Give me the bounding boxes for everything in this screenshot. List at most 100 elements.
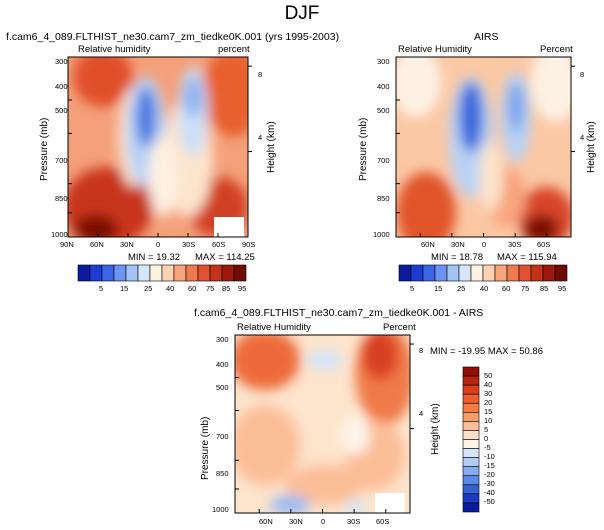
colorbar-swatch (462, 421, 480, 431)
colorbar-swatch (462, 457, 480, 467)
panel3-colorbar-label: 50 (484, 371, 493, 380)
panel2-htick-label: 4 (580, 133, 585, 142)
colorbar-swatch (462, 412, 480, 422)
panel3-ytick-label: 850 (216, 469, 229, 478)
panel2-colorbar (398, 264, 568, 282)
panel2-colorbar-label: 60 (502, 284, 511, 293)
colorbar-swatch (482, 264, 496, 282)
panel3-right-string: Percent (383, 322, 416, 333)
colorbar-swatch (458, 264, 472, 282)
panel1-left-string: Relative humidity (78, 44, 151, 55)
panel2-max-label: MAX = 115.94 (497, 252, 557, 263)
colorbar-swatch (185, 264, 199, 282)
panel3-xtick-label: 30S (347, 517, 361, 526)
panel1-xtick-label: 60S (212, 240, 226, 249)
panel1-xtick-label: 30S (182, 240, 196, 249)
colorbar-swatch (113, 264, 127, 282)
colorbar-swatch (233, 264, 247, 282)
panel1-ylabel-right: Height (km) (266, 121, 277, 173)
colorbar-swatch (462, 430, 480, 440)
panel2-ylabel: Pressure (mb) (358, 117, 369, 181)
colorbar-swatch (161, 264, 175, 282)
panel2-colorbar-label: 5 (410, 284, 415, 293)
panel1-ytick-label: 400 (55, 82, 68, 91)
panel3-ylabel-right: Height (km) (430, 403, 441, 455)
colorbar-swatch (173, 264, 187, 282)
panel1-ytick-label: 700 (55, 156, 68, 165)
colorbar-swatch (494, 264, 508, 282)
panel3-htick-label: 8 (419, 346, 424, 355)
panel1-colorbar-label: 85 (222, 284, 231, 293)
panel2-ytick-label: 400 (377, 82, 390, 91)
colorbar-swatch (446, 264, 460, 282)
panel3-plot (234, 334, 414, 514)
panel2-colorbar-label: 75 (521, 284, 530, 293)
panel1-colorbar-label: 60 (188, 284, 197, 293)
panel1-ytick-label: 1000 (51, 230, 68, 239)
panel1-max-label: MAX = 114.25 (195, 252, 255, 263)
panel3-colorbar-label: 10 (484, 416, 493, 425)
panel2-ytick-label: 300 (377, 57, 390, 66)
colorbar-swatch (530, 264, 544, 282)
panel3-ytick-label: 500 (216, 383, 229, 392)
colorbar-swatch (137, 264, 151, 282)
panel2-colorbar-label: 25 (457, 284, 466, 293)
panel2-xtick-label: 60S (537, 240, 551, 249)
panel1-xtick-label: 90N (60, 240, 74, 249)
panel3-xtick-label: 30N (289, 517, 303, 526)
panel1-right-string: percent (218, 44, 250, 55)
colorbar-swatch (462, 375, 480, 386)
colorbar-swatch (462, 466, 480, 477)
panel2-colorbar-label: 40 (480, 284, 489, 293)
colorbar-swatch (398, 264, 412, 282)
colorbar-swatch (462, 448, 480, 458)
panel2-htick-label: 8 (580, 70, 585, 79)
colorbar-swatch (422, 264, 436, 282)
panel3-colorbar-label: -15 (484, 461, 495, 470)
panel3-colorbar-label: -40 (484, 488, 495, 497)
colorbar-swatch (462, 439, 480, 449)
colorbar-swatch (197, 264, 211, 282)
colorbar-swatch (149, 264, 163, 282)
panel2-ytick-label: 500 (377, 106, 390, 115)
panel3-colorbar-label: -20 (484, 470, 495, 479)
colorbar-swatch (462, 366, 480, 377)
colorbar-swatch (221, 264, 235, 282)
panel3-title: f.cam6_4_089.FLTHIST_ne30.cam7_zm_tiedke… (194, 307, 484, 319)
panel3-colorbar-label: -30 (484, 479, 495, 488)
panel1-ytick-label: 300 (55, 57, 68, 66)
colorbar-swatch (462, 393, 480, 404)
colorbar-swatch (542, 264, 556, 282)
colorbar-swatch (462, 475, 480, 486)
panel3-colorbar-label: 20 (484, 398, 493, 407)
panel3-ylabel: Pressure (mb) (200, 416, 211, 480)
panel2-ytick-label: 700 (377, 156, 390, 165)
panel1-colorbar-label: 25 (144, 284, 153, 293)
panel2-title: AIRS (474, 31, 499, 43)
panel2-ytick-label: 850 (377, 194, 390, 203)
colorbar-swatch (506, 264, 520, 282)
panel1-colorbar-label: 5 (99, 284, 104, 293)
panel3-colorbar-label: -5 (484, 443, 491, 452)
panel2-ylabel-right: Height (km) (586, 121, 597, 173)
panel2-xtick-label: 30S (508, 240, 522, 249)
panel3-colorbar-label: 30 (484, 389, 493, 398)
panel1-xtick-label: 90S (242, 240, 256, 249)
colorbar-swatch (554, 264, 568, 282)
panel1-colorbar-label: 40 (166, 284, 175, 293)
panel2-colorbar-label: 15 (434, 284, 443, 293)
panel3-xtick-label: 0 (321, 517, 326, 526)
panel1-xtick-label: 30N (120, 240, 134, 249)
panel1-plot (67, 56, 252, 238)
colorbar-swatch (89, 264, 103, 282)
panel1-colorbar-label: 15 (120, 284, 129, 293)
panel1-colorbar-label: 95 (238, 284, 247, 293)
panel1-xtick-label: 0 (156, 240, 161, 249)
panel3-ytick-label: 400 (216, 360, 229, 369)
colorbar-swatch (462, 384, 480, 395)
panel2-left-string: Relative Humidity (398, 44, 472, 55)
colorbar-swatch (518, 264, 532, 282)
panel1-title: f.cam6_4_089.FLTHIST_ne30.cam7_zm_tiedke… (6, 31, 340, 43)
panel3-htick-label: 4 (419, 409, 424, 418)
panel1-htick-label: 4 (258, 133, 263, 142)
